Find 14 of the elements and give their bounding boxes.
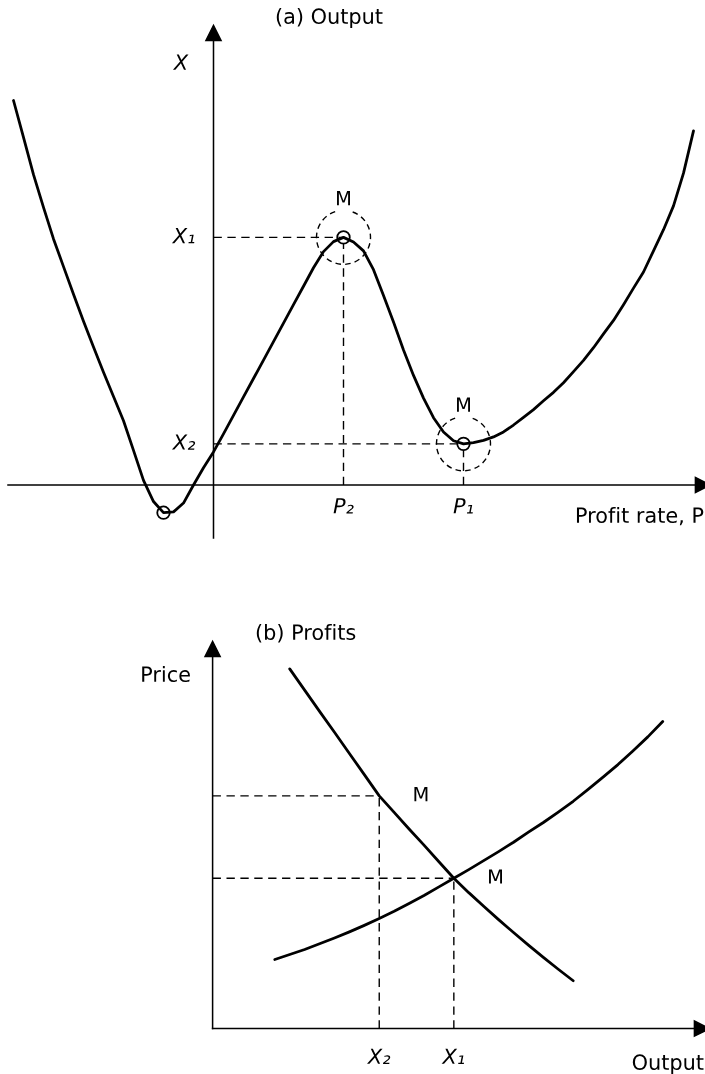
- annotation: M: [337, 191, 350, 206]
- ref-line-label: X₁: [171, 227, 195, 244]
- annotation: M: [414, 787, 428, 802]
- chart-title: (a) Output: [276, 7, 383, 29]
- annotation: M: [457, 397, 470, 412]
- ref-line-label: X₂: [171, 434, 196, 450]
- x-axis-title: Profit rate, P: [576, 506, 704, 526]
- x-tick-label: P₂: [333, 498, 354, 514]
- annotation: M: [489, 869, 502, 884]
- y-axis-title: Price: [142, 665, 190, 683]
- x-tick-label: P₁: [453, 498, 473, 514]
- y-axis-title: X: [172, 54, 189, 70]
- chart-title: (b) Profits: [256, 623, 356, 643]
- x-axis-title: Output: [632, 1054, 704, 1074]
